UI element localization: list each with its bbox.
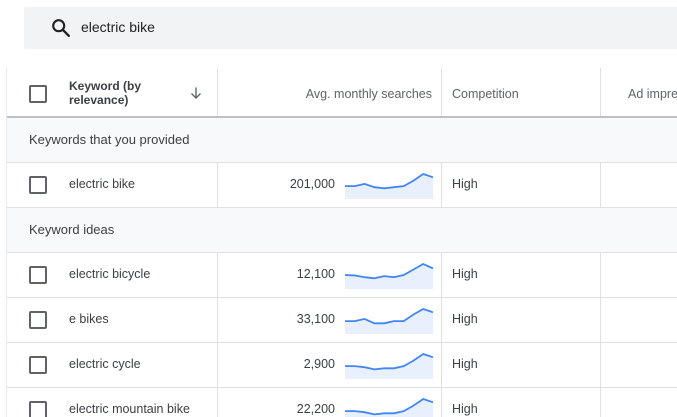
trend-sparkline (345, 262, 433, 289)
keyword-text: electric cycle (69, 357, 141, 371)
ad-impressions-cell (601, 298, 677, 342)
ad-impressions-cell (601, 343, 677, 387)
searches-cell: 33,100 (218, 298, 442, 342)
section-label: Keyword ideas (29, 222, 115, 237)
ad-impressions-cell (601, 253, 677, 297)
trend-sparkline (345, 353, 433, 379)
keyword-cell: electric mountain bike (7, 388, 218, 417)
competition-cell (442, 163, 601, 207)
row-checkbox[interactable] (29, 401, 47, 417)
searches-cell: 12,100 (218, 253, 442, 297)
competition-cell (442, 343, 601, 387)
header-competition[interactable]: Competition (452, 87, 519, 101)
trend-sparkline (345, 398, 433, 417)
table-row[interactable]: electric mountain bike 22,200 High (7, 388, 677, 417)
row-checkbox[interactable] (29, 176, 47, 194)
section-header: Keywords that you provided (7, 118, 677, 163)
table-header: Keyword (by relevance) Avg. monthly sear… (7, 68, 677, 118)
competition-value: High (452, 267, 478, 281)
searches-value: 12,100 (296, 267, 335, 281)
search-input[interactable]: electric bike (81, 19, 155, 35)
keyword-cell: e bikes (7, 298, 218, 342)
ad-impressions-cell (601, 163, 677, 207)
keyword-cell: electric bike (7, 163, 218, 207)
keyword-text: electric bike (69, 177, 135, 191)
competition-value: High (452, 177, 478, 191)
header-ad-cell: Ad impre (601, 68, 677, 116)
keyword-text: electric bicycle (69, 267, 151, 281)
competition-cell (442, 253, 601, 297)
keyword-text: electric mountain bike (69, 402, 190, 416)
sparkline-area (345, 174, 433, 199)
header-keyword-cell: Keyword (by relevance) (7, 68, 218, 116)
keyword-cell: electric bicycle (7, 253, 218, 297)
header-searches[interactable]: Avg. monthly searches (305, 87, 432, 101)
keyword-text: e bikes (69, 312, 109, 326)
trend-sparkline (345, 173, 433, 199)
sparkline-area (345, 264, 433, 289)
table-row[interactable]: electric bike 201,000 High (7, 163, 677, 208)
searches-cell: 22,200 (218, 388, 442, 417)
search-bar[interactable]: electric bike (24, 7, 677, 49)
ad-impressions-cell (601, 388, 677, 417)
row-checkbox[interactable] (29, 311, 47, 329)
searches-value: 2,900 (303, 357, 335, 371)
sparkline-area (345, 309, 433, 334)
searches-value: 33,100 (296, 312, 335, 326)
sparkline-line (345, 173, 433, 190)
select-all-checkbox[interactable] (29, 85, 47, 103)
table-row[interactable]: electric bicycle 12,100 High (7, 253, 677, 298)
table-row[interactable]: e bikes 33,100 High (7, 298, 677, 343)
sort-arrow-down-icon[interactable] (189, 86, 203, 100)
table-row[interactable]: electric cycle 2,900 High (7, 343, 677, 388)
search-icon[interactable] (50, 17, 72, 39)
header-competition-cell: Competition (442, 68, 601, 116)
sparkline-line (345, 398, 433, 416)
competition-cell (442, 298, 601, 342)
sparkline-line (345, 262, 433, 280)
sparkline-area (345, 399, 433, 417)
header-ad-impressions[interactable]: Ad impre (628, 87, 677, 101)
header-searches-cell: Avg. monthly searches (218, 68, 442, 116)
searches-value: 201,000 (289, 177, 335, 191)
header-keyword[interactable]: Keyword (by relevance) (69, 79, 142, 107)
keyword-table: Keyword (by relevance) Avg. monthly sear… (6, 68, 677, 417)
sparkline-line (345, 353, 433, 371)
trend-sparkline (345, 308, 433, 334)
competition-value: High (452, 357, 478, 371)
competition-cell (442, 388, 601, 417)
competition-value: High (452, 312, 478, 326)
row-checkbox[interactable] (29, 356, 47, 374)
searches-value: 22,200 (296, 402, 335, 416)
section-header: Keyword ideas (7, 208, 677, 253)
sparkline-area (345, 354, 433, 379)
searches-cell: 2,900 (218, 343, 442, 387)
row-checkbox[interactable] (29, 266, 47, 284)
searches-cell: 201,000 (218, 163, 442, 207)
competition-value: High (452, 402, 478, 416)
section-label: Keywords that you provided (29, 132, 190, 147)
sparkline-line (345, 308, 433, 325)
keyword-cell: electric cycle (7, 343, 218, 387)
